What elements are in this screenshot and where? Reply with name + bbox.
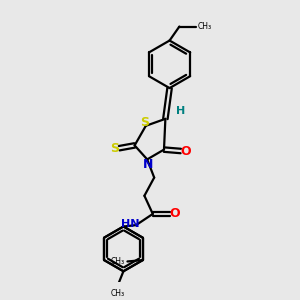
Text: CH₃: CH₃ (198, 22, 212, 31)
Text: CH₃: CH₃ (111, 290, 125, 298)
Text: O: O (181, 145, 191, 158)
Text: H: H (176, 106, 185, 116)
Text: N: N (142, 158, 153, 171)
Text: S: S (110, 142, 119, 155)
Text: O: O (169, 207, 180, 220)
Text: HN: HN (121, 219, 139, 229)
Text: CH₃: CH₃ (111, 257, 125, 266)
Text: S: S (140, 116, 149, 129)
